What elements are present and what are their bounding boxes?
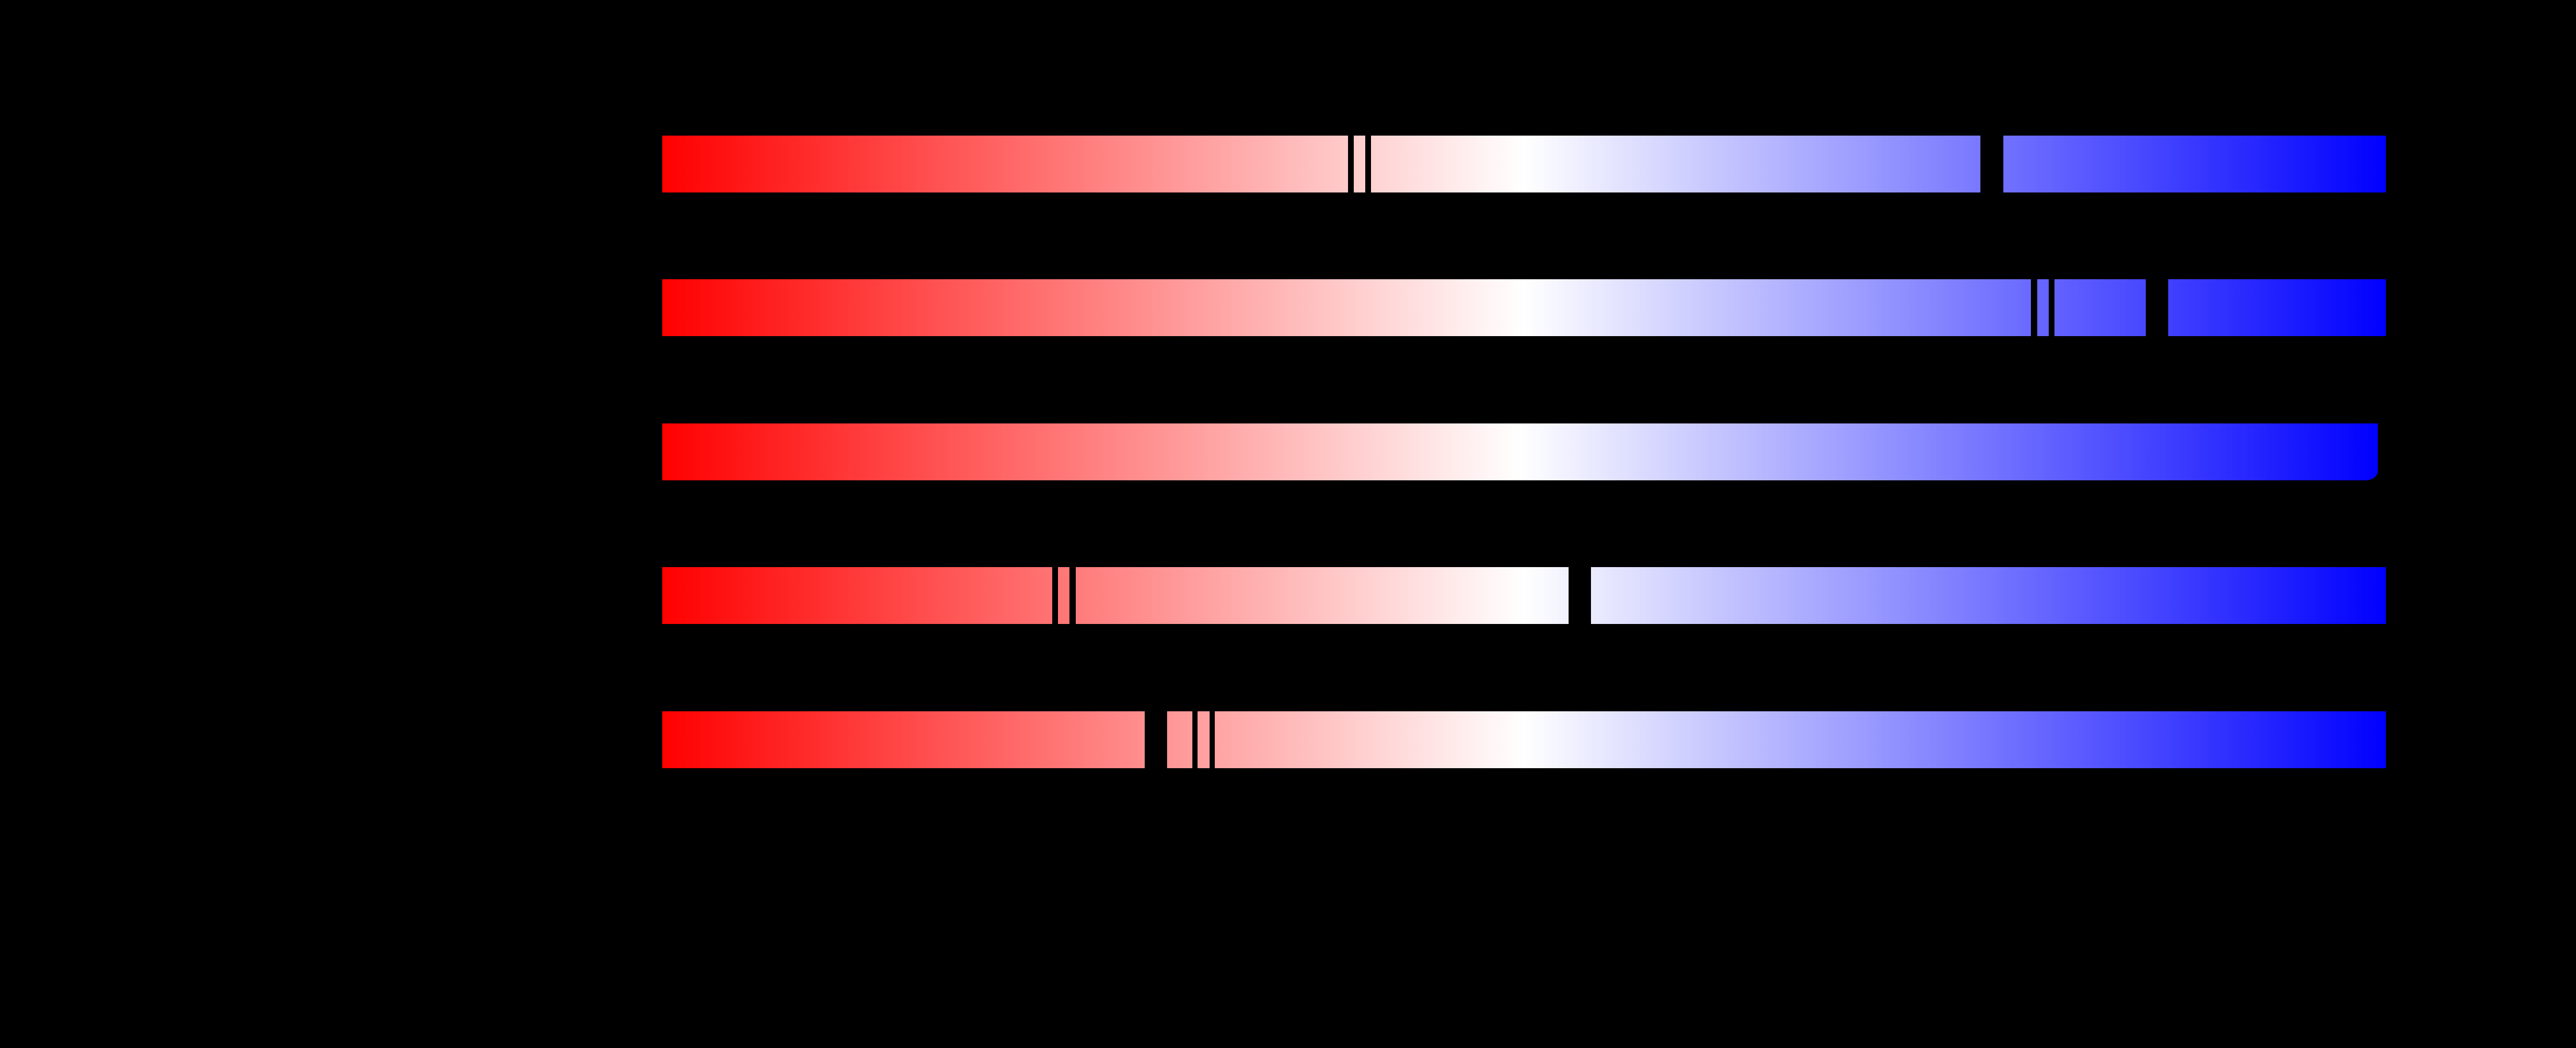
thin-gap-marker (1192, 711, 1198, 769)
wide-gap-marker (1980, 135, 2003, 193)
thin-gap-marker (1365, 135, 1371, 193)
wide-gap-marker (2146, 279, 2168, 337)
gradient-bar-row-4 (662, 567, 2386, 625)
thin-gap-marker (1052, 567, 1058, 625)
thin-gap-marker (2031, 279, 2037, 337)
gradient-bar-row-1 (662, 135, 2386, 193)
gradient-bar-row-3 (662, 423, 2378, 480)
gradient-bar-row-5 (662, 711, 2386, 769)
wide-gap-marker (1569, 567, 1591, 625)
thin-gap-marker (2049, 279, 2054, 337)
thin-gap-marker (1348, 135, 1354, 193)
thin-gap-marker (1069, 567, 1076, 625)
wide-gap-marker (1145, 711, 1167, 769)
thin-gap-marker (1210, 711, 1215, 769)
gradient-bar-row-2 (662, 279, 2386, 337)
